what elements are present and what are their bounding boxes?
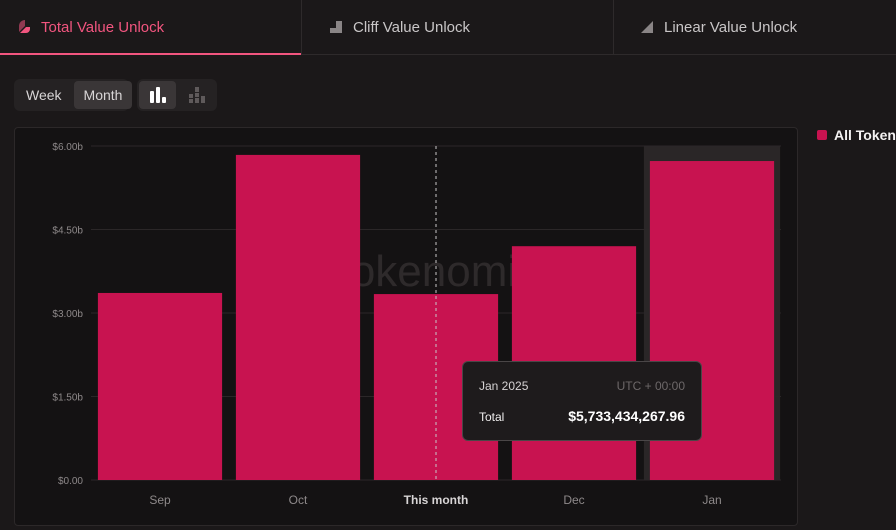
chart-tooltip: Jan 2025 UTC + 00:00 Total $5,733,434,26… — [462, 361, 702, 441]
y-tick-label: $4.50b — [52, 226, 83, 237]
bar-chart-icon — [149, 87, 166, 103]
week-button[interactable]: Week — [26, 87, 62, 103]
tab-label: Total Value Unlock — [41, 18, 165, 36]
x-tick-label: Jan — [702, 493, 721, 507]
month-button[interactable]: Month — [73, 81, 133, 109]
legend-item[interactable]: All Tokens — [817, 127, 896, 143]
bar-chart: $0.00$1.50b$3.00b$4.50b$6.00btokenomistS… — [52, 142, 781, 507]
legend-swatch — [817, 130, 827, 140]
pie-slice-icon — [19, 20, 30, 33]
bar-chart-button[interactable] — [139, 81, 176, 109]
bar-oct — [235, 154, 361, 480]
tab-total-value-unlock[interactable]: Total Value Unlock — [0, 0, 302, 55]
tab-label: Linear Value Unlock — [664, 18, 798, 36]
x-tick-label: This month — [404, 493, 469, 507]
y-tick-label: $3.00b — [52, 309, 83, 320]
tooltip-date: Jan 2025 — [479, 379, 529, 393]
y-tick-label: $1.50b — [52, 393, 83, 404]
legend-label: All Tokens — [834, 127, 896, 143]
tab-label: Cliff Value Unlock — [353, 18, 470, 36]
tooltip-timezone: UTC + 00:00 — [616, 379, 685, 393]
linear-ramp-icon — [641, 21, 653, 33]
tooltip-value: $5,733,434,267.96 — [568, 408, 685, 424]
tooltip-label: Total — [479, 410, 505, 424]
cliff-step-icon — [330, 21, 342, 33]
unlock-tabs: Total Value Unlock Cliff Value Unlock Li… — [0, 0, 896, 55]
time-range-toggle: Week Month — [14, 79, 133, 111]
tab-linear-value-unlock[interactable]: Linear Value Unlock — [614, 0, 896, 54]
tab-cliff-value-unlock[interactable]: Cliff Value Unlock — [302, 0, 614, 54]
stacked-bar-chart-icon — [188, 87, 205, 103]
chart-type-toggle — [137, 79, 217, 111]
y-tick-label: $6.00b — [52, 142, 83, 153]
unlock-chart: $0.00 $1.50b $3.00b $4.50b $6.00b tokenomist S… — [14, 127, 798, 526]
x-tick-label: Oct — [289, 493, 308, 507]
bar-sep — [97, 292, 223, 480]
stacked-bar-chart-button[interactable] — [178, 81, 215, 109]
x-tick-label: Dec — [563, 493, 584, 507]
x-tick-label: Sep — [149, 493, 171, 507]
y-tick-label: $0.00 — [58, 476, 83, 487]
